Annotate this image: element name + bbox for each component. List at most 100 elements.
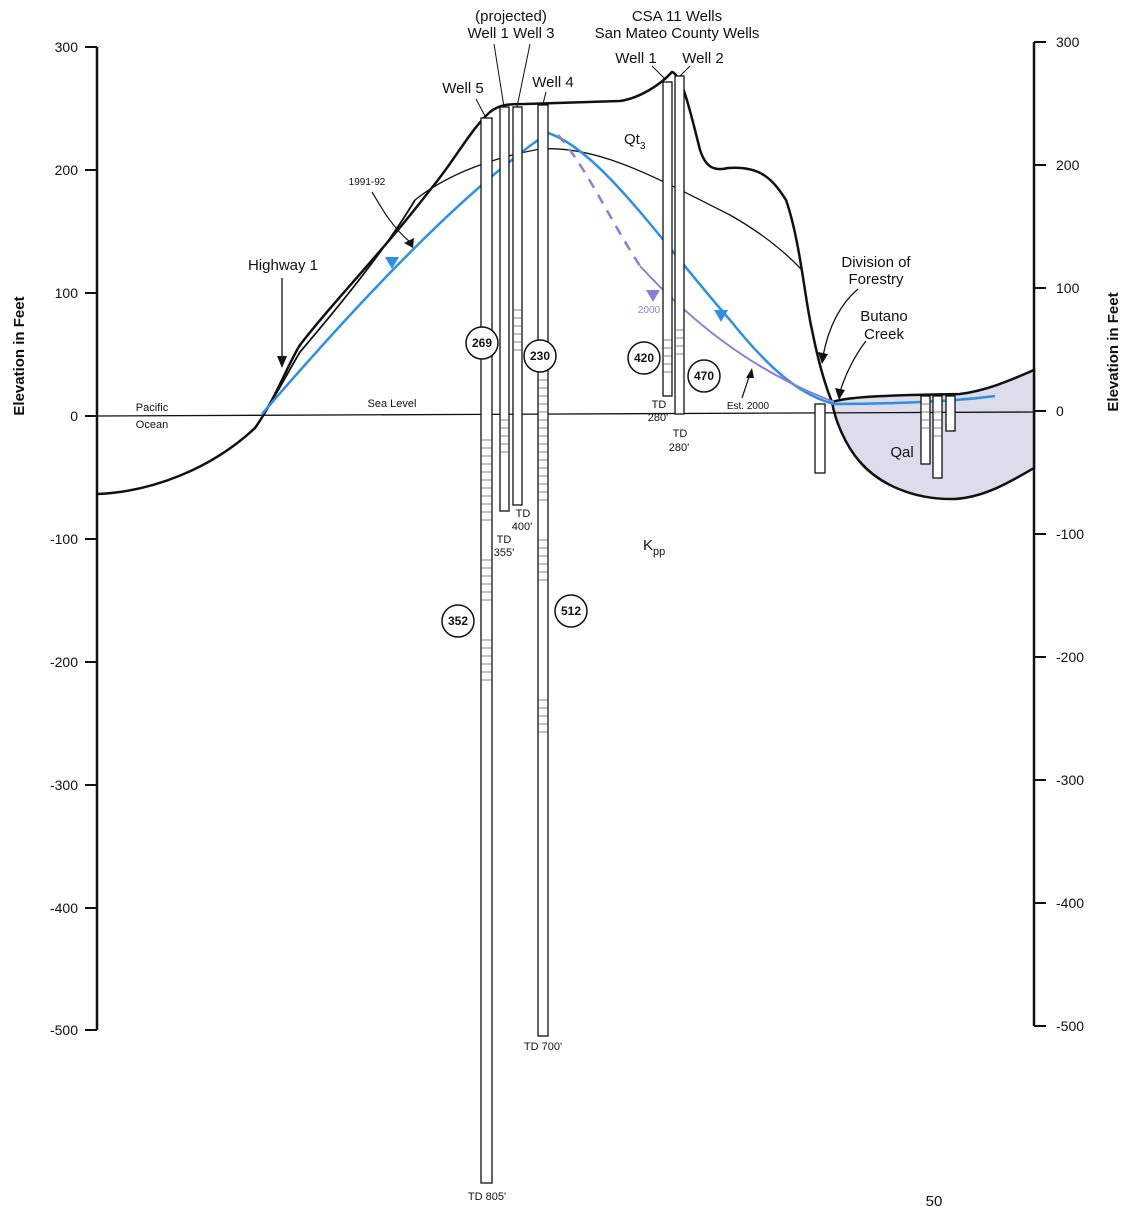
water-level-2000-dashed <box>557 134 642 267</box>
circled-values: 269 230 420 470 352 512 <box>441 326 721 638</box>
year-1991-leader <box>371 191 411 243</box>
circle-269-label: 269 <box>472 336 492 350</box>
projected-label: (projected) <box>475 8 547 25</box>
circle-230-label: 230 <box>530 349 550 363</box>
creek-leader <box>839 340 867 393</box>
right-tick-neg200: -200 <box>1056 649 1084 665</box>
est-2000-arrow-head <box>746 368 754 378</box>
circle-352-label: 352 <box>448 614 468 628</box>
td-805-label: TD 805' <box>468 1191 506 1203</box>
well-4-casing <box>537 104 549 1037</box>
leader-well1-projected <box>493 43 505 108</box>
td-280b-value: 280' <box>669 442 689 454</box>
right-tick-neg300: -300 <box>1056 772 1084 788</box>
left-axis: 300 200 100 0 -100 -200 -300 -400 -500 E… <box>11 39 99 1038</box>
leader-well2 <box>679 65 691 77</box>
creek-well-b-casing <box>932 395 943 479</box>
well-5-casing <box>480 117 493 1184</box>
leader-well4 <box>542 91 547 105</box>
leader-well3-projected <box>516 43 531 108</box>
left-tick-neg100: -100 <box>50 531 78 547</box>
left-tick-200: 200 <box>55 162 79 178</box>
td-280b-td: TD <box>673 428 688 440</box>
circle-512-label: 512 <box>561 604 581 618</box>
circle-269 <box>465 326 499 360</box>
left-tick-neg200: -200 <box>50 654 78 670</box>
ocean-label: Ocean <box>136 419 168 431</box>
water-level-marker-2000 <box>646 290 660 302</box>
water-level-marker-east <box>714 310 728 322</box>
pacific-label: Pacific <box>136 402 169 414</box>
sea-level-label: Sea Level <box>368 398 417 410</box>
well-screens <box>481 309 942 733</box>
forestry-label: Forestry <box>848 271 904 288</box>
smc-wells-label: San Mateo County Wells <box>595 25 760 42</box>
csa-wells-label: CSA 11 Wells <box>632 8 722 25</box>
sea-level-line <box>96 411 1035 417</box>
well-4-label: Well 4 <box>532 74 573 91</box>
left-tick-100: 100 <box>55 285 79 301</box>
highway-arrow-head <box>277 356 287 368</box>
left-tick-neg500: -500 <box>50 1022 78 1038</box>
td-400-td: TD <box>516 508 531 520</box>
right-axis-title: Elevation in Feet <box>1105 292 1122 411</box>
forestry-arrow-head <box>818 352 828 364</box>
ground-surface-west <box>254 199 416 429</box>
est-2000-label: Est. 2000 <box>727 401 770 412</box>
forestry-leader <box>822 288 859 357</box>
butano-label: Butano <box>860 308 908 325</box>
right-tick-300: 300 <box>1056 34 1080 50</box>
qal-label: Qal <box>890 444 913 461</box>
circle-470 <box>687 359 721 393</box>
scale-hint-label: 50 <box>926 1193 943 1206</box>
creek-arrow-head <box>835 388 845 400</box>
td-700-label: TD 700' <box>524 1041 562 1053</box>
circle-512 <box>554 594 588 628</box>
well-3-projected-casing <box>512 106 523 506</box>
csa-well-2-casing <box>674 75 685 415</box>
highway-label: Highway 1 <box>248 257 318 274</box>
forestry-well-casing <box>814 403 826 474</box>
left-tick-neg400: -400 <box>50 900 78 916</box>
right-tick-200: 200 <box>1056 157 1080 173</box>
leader-well1 <box>651 65 667 81</box>
ground-surface <box>96 70 834 496</box>
year-1991-label: 1991-92 <box>349 177 386 188</box>
creek-well-a-casing <box>920 395 931 465</box>
left-axis-title: Elevation in Feet <box>11 296 28 415</box>
circle-230 <box>523 339 557 373</box>
division-label: Division of <box>841 254 911 271</box>
right-tick-neg400: -400 <box>1056 895 1084 911</box>
td-355-td: TD <box>497 534 512 546</box>
water-level-2000 <box>639 265 835 403</box>
right-axis: 300 200 100 0 -100 -200 -300 -400 -500 E… <box>1032 34 1122 1034</box>
left-tick-0: 0 <box>70 408 78 424</box>
well-1-projected-casing <box>499 106 510 512</box>
td-355-value: 355' <box>494 547 514 559</box>
circle-352 <box>441 604 475 638</box>
qt3-label: Qt3 <box>624 131 646 152</box>
creek-label: Creek <box>864 326 905 343</box>
year-2000-label: 2000 <box>638 305 661 316</box>
circle-420-label: 420 <box>634 351 654 365</box>
leader-well5 <box>475 98 486 117</box>
kpp-label: Kpp <box>643 537 665 558</box>
projected-wells-label: Well 1 Well 3 <box>468 25 555 42</box>
right-tick-neg100: -100 <box>1056 526 1084 542</box>
right-tick-neg500: -500 <box>1056 1018 1084 1034</box>
well-1-label: Well 1 <box>615 50 656 67</box>
right-tick-100: 100 <box>1056 280 1080 296</box>
well-casings <box>480 75 956 1184</box>
td-280a-value: 280' <box>648 412 668 424</box>
csa-well-1-casing <box>662 81 673 397</box>
contact-line <box>414 148 803 271</box>
water-level-marker-1991 <box>385 257 399 269</box>
creek-well-c-casing <box>945 395 956 432</box>
circle-470-label: 470 <box>694 369 714 383</box>
circle-420 <box>627 341 661 375</box>
left-tick-300: 300 <box>55 39 79 55</box>
td-400-value: 400' <box>512 521 532 533</box>
well-2-label: Well 2 <box>682 50 723 67</box>
right-tick-0: 0 <box>1056 403 1064 419</box>
